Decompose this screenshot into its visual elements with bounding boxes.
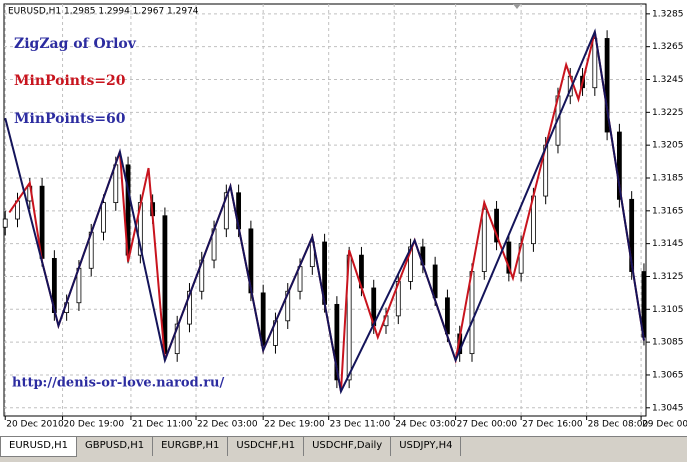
candle-body bbox=[187, 290, 192, 325]
x-tick-label: 24 Dec 03:00 bbox=[395, 420, 456, 430]
symbol-tab[interactable]: EURGBP,H1 bbox=[153, 437, 229, 456]
y-tick-label: 1.3145 bbox=[652, 239, 684, 249]
symbol-tab[interactable]: USDCHF,Daily bbox=[304, 437, 392, 456]
chart-title: ZigZag of Orlov bbox=[14, 36, 137, 52]
x-tick-label: 28 Dec 08:00 bbox=[588, 420, 649, 430]
candle-body bbox=[101, 202, 106, 233]
y-tick-label: 1.3085 bbox=[652, 338, 684, 348]
y-tick-label: 1.3185 bbox=[652, 173, 684, 183]
y-tick-label: 1.3245 bbox=[652, 75, 684, 85]
y-tick-label: 1.3265 bbox=[652, 42, 684, 52]
candle-body bbox=[445, 297, 450, 335]
candle-body bbox=[629, 198, 635, 272]
candle-body bbox=[481, 208, 487, 272]
symbol-tab[interactable]: GBPUSD,H1 bbox=[77, 437, 154, 456]
tab-bar: EURUSD,H1 GBPUSD,H1 EURGBP,H1 USDCHF,H1 USDC… bbox=[0, 436, 687, 459]
annotation: http://denis-or-love.narod.ru/ bbox=[12, 376, 224, 391]
chart: EURUSD,H1 1.2985 1.2994 1.2967 1.2974 Zi… bbox=[0, 0, 687, 436]
legend-entry: MinPoints=20 bbox=[14, 73, 126, 89]
candle-body bbox=[604, 38, 610, 133]
candle-body bbox=[113, 164, 119, 204]
candle-body bbox=[334, 303, 340, 381]
x-tick-label: 21 Dec 11:00 bbox=[132, 420, 193, 430]
candle-body bbox=[174, 323, 180, 355]
y-tick-label: 1.3125 bbox=[652, 272, 684, 282]
candle-body bbox=[506, 241, 512, 274]
x-tick-label: 23 Dec 11:00 bbox=[330, 420, 391, 430]
candle-body bbox=[2, 218, 8, 228]
y-tick-label: 1.3045 bbox=[652, 403, 684, 413]
shift-marker bbox=[513, 4, 521, 9]
x-tick-label: 27 Dec 16:00 bbox=[522, 420, 583, 430]
x-tick-label: 27 Dec 00:00 bbox=[457, 420, 518, 430]
candle-body bbox=[432, 264, 438, 299]
candle-body bbox=[592, 38, 598, 89]
header: EURUSD,H1 1.2985 1.2994 1.2967 1.2974 bbox=[8, 7, 199, 17]
x-tick-label: 20 Dec 2010 bbox=[6, 420, 64, 430]
y-tick-label: 1.3285 bbox=[652, 9, 684, 19]
candle-body bbox=[616, 131, 622, 200]
x-tick-label: 20 Dec 19:00 bbox=[64, 420, 125, 430]
marks-layer bbox=[2, 28, 647, 395]
legend-entry: MinPoints=60 bbox=[14, 111, 126, 127]
symbol-tab[interactable]: USDCHF,H1 bbox=[228, 437, 305, 456]
candle-body bbox=[469, 271, 475, 355]
y-tick-label: 1.3105 bbox=[652, 305, 684, 315]
candle-body bbox=[260, 292, 266, 346]
x-tick-label: 22 Dec 03:00 bbox=[197, 420, 258, 430]
plot-frame bbox=[3, 3, 647, 417]
y-tick-label: 1.3065 bbox=[652, 370, 684, 380]
x-tick-label: 22 Dec 19:00 bbox=[264, 420, 325, 430]
y-tick-label: 1.3225 bbox=[652, 108, 684, 118]
symbol-tab[interactable]: USDJPY,H4 bbox=[391, 437, 462, 456]
y-tick-label: 1.3165 bbox=[652, 206, 684, 216]
candle-body bbox=[223, 192, 229, 230]
candle-body bbox=[494, 208, 499, 243]
y-tick-label: 1.3205 bbox=[652, 141, 684, 151]
x-tick-label: 29 Dec 00:00 bbox=[642, 420, 687, 430]
symbol-tab[interactable]: EURUSD,H1 bbox=[0, 437, 78, 457]
zigzag-line bbox=[4, 28, 645, 395]
